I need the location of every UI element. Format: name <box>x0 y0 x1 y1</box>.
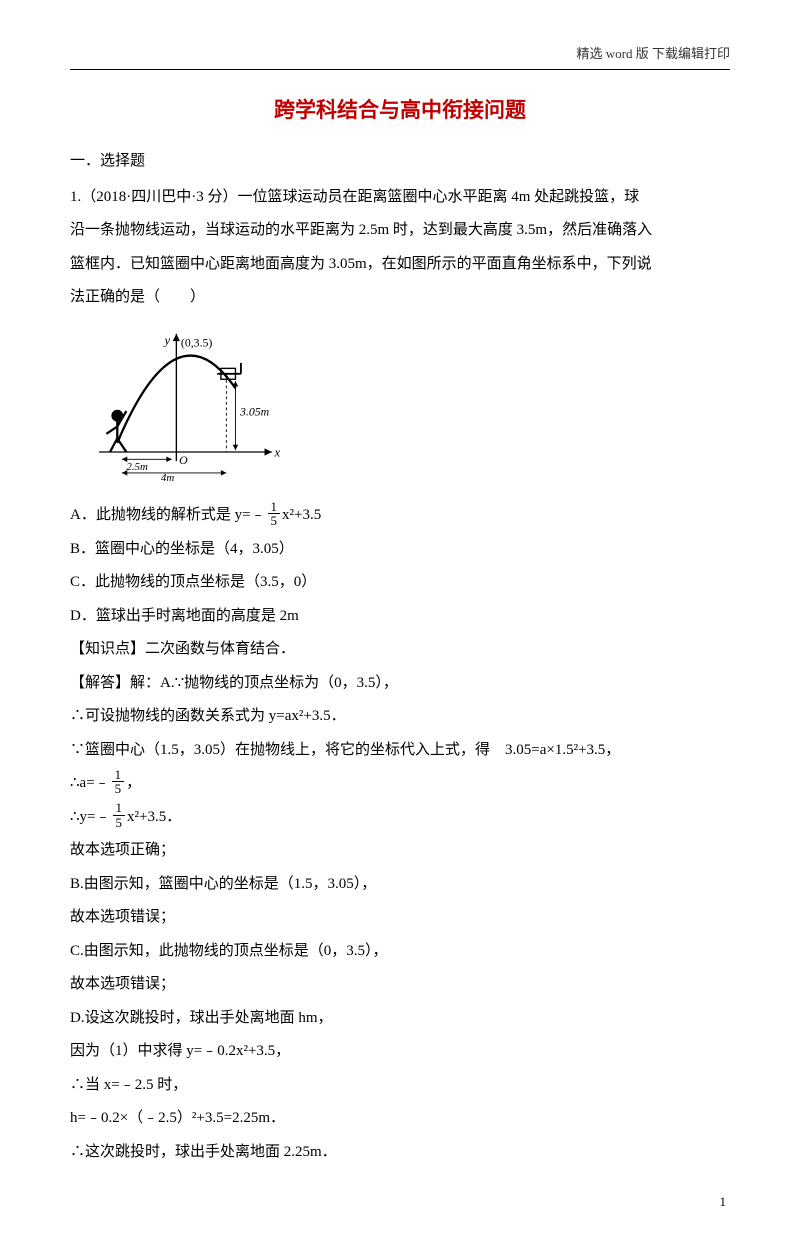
knowledge-point: 【知识点】二次函数与体育结合． <box>70 634 730 666</box>
question-stem-3: 篮框内．已知篮圈中心距离地面高度为 3.05m，在如图所示的平面直角坐标系中，下… <box>70 249 730 281</box>
x-axis-label: x <box>274 445 281 459</box>
option-a-post: x²+3.5 <box>282 507 321 523</box>
solution-line-1: 【解答】解：A.∵抛物线的顶点坐标为（0，3.5）， <box>70 668 730 700</box>
origin-label: O <box>179 453 188 467</box>
option-d: D．篮球出手时离地面的高度是 2m <box>70 601 730 633</box>
sol5-pre: ∴y=﹣ <box>70 809 111 825</box>
solution-line-11: D.设这次跳投时，球出手处离地面 hm， <box>70 1003 730 1035</box>
page: 精选 word 版 下载编辑打印 跨学科结合与高中衔接问题 一．选择题 1.（2… <box>0 0 800 1246</box>
fraction-1-5: 15 <box>112 768 125 796</box>
solution-line-8: 故本选项错误； <box>70 902 730 934</box>
solution-line-12: 因为（1）中求得 y=﹣0.2x²+3.5， <box>70 1036 730 1068</box>
option-a: A．此抛物线的解析式是 y=﹣15x²+3.5 <box>70 500 730 532</box>
sol5-post: x²+3.5． <box>127 809 181 825</box>
option-a-pre: A．此抛物线的解析式是 y=﹣ <box>70 507 266 523</box>
solution-line-13: ∴当 x=﹣2.5 时， <box>70 1070 730 1102</box>
solution-line-7: B.由图示知，篮圈中心的坐标是（1.5，3.05）， <box>70 869 730 901</box>
solution-line-10: 故本选项错误； <box>70 969 730 1001</box>
solution-line-2: ∴可设抛物线的函数关系式为 y=ax²+3.5． <box>70 701 730 733</box>
parabola-figure: y (0,3.5) 3.05m x O 2.5m 4m <box>90 322 290 482</box>
solution-line-14: h=﹣0.2×（﹣2.5）²+3.5=2.25m． <box>70 1103 730 1135</box>
option-c: C．此抛物线的顶点坐标是（3.5，0） <box>70 567 730 599</box>
solution-line-5: ∴y=﹣15x²+3.5． <box>70 802 730 834</box>
document-title: 跨学科结合与高中衔接问题 <box>70 88 730 132</box>
solution-line-6: 故本选项正确； <box>70 835 730 867</box>
question-stem-1: 1.（2018·四川巴中·3 分）一位篮球运动员在距离篮圈中心水平距离 4m 处… <box>70 182 730 214</box>
y-axis-label: y <box>163 334 171 348</box>
sol4-pre: ∴a=﹣ <box>70 775 110 791</box>
section-heading: 一．选择题 <box>70 146 730 178</box>
solution-line-9: C.由图示知，此抛物线的顶点坐标是（0，3.5）， <box>70 936 730 968</box>
header-line: 精选 word 版 下载编辑打印 <box>70 40 730 70</box>
vertex-label: (0,3.5) <box>181 335 213 349</box>
sol4-post: ， <box>126 775 141 791</box>
question-stem-2: 沿一条抛物线运动，当球运动的水平距离为 2.5m 时，达到最大高度 3.5m，然… <box>70 215 730 247</box>
page-number: 1 <box>70 1188 730 1215</box>
solution-line-3: ∵篮圈中心（1.5，3.05）在抛物线上，将它的坐标代入上式，得 3.05=a×… <box>70 735 730 767</box>
dist25-label: 2.5m <box>126 461 148 473</box>
fraction-1-5: 15 <box>113 801 126 829</box>
question-stem-4: 法正确的是（ ） <box>70 282 730 314</box>
height-label: 3.05m <box>239 405 270 419</box>
fraction-1-5: 15 <box>268 500 281 528</box>
solution-line-15: ∴这次跳投时，球出手处离地面 2.25m． <box>70 1137 730 1169</box>
dist4-label: 4m <box>161 472 174 482</box>
solution-line-4: ∴a=﹣15， <box>70 768 730 800</box>
option-b: B．篮圈中心的坐标是（4，3.05） <box>70 534 730 566</box>
